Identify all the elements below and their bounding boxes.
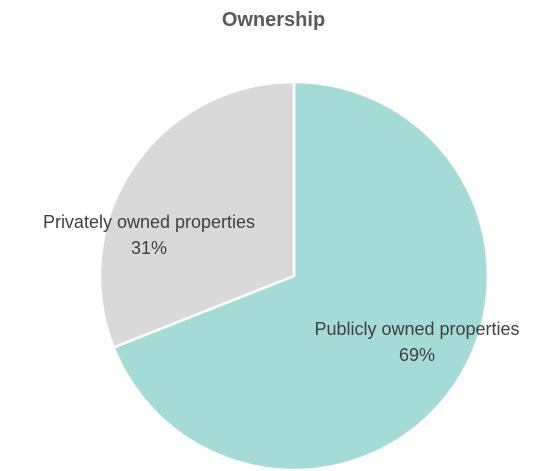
slice-publicly-owned bbox=[112, 80, 490, 471]
slice-value-publicly-owned: 69% bbox=[399, 345, 435, 365]
slice-label-privately-owned: Privately owned properties bbox=[43, 212, 255, 232]
pie-slices bbox=[98, 80, 490, 471]
slice-privately-owned bbox=[98, 80, 296, 349]
pie-labels: Publicly owned properties 69% Privately … bbox=[43, 212, 520, 365]
slice-label-publicly-owned: Publicly owned properties bbox=[314, 319, 519, 339]
chart-title: Ownership bbox=[221, 9, 326, 31]
slice-value-privately-owned: 31% bbox=[131, 238, 167, 258]
